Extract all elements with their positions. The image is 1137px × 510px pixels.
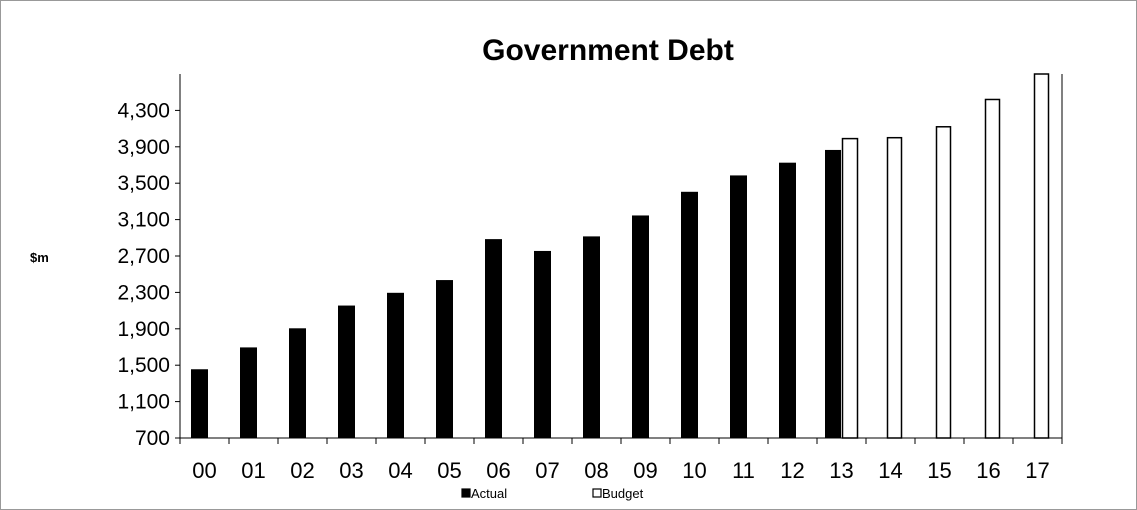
bar-actual — [730, 175, 747, 439]
bar-budget — [886, 136, 903, 439]
x-tick-label: 00 — [192, 458, 216, 483]
x-tick-label: 10 — [682, 458, 706, 483]
bar-budget — [984, 98, 1001, 439]
legend-label: Budget — [602, 486, 644, 501]
x-tick-label: 01 — [241, 458, 265, 483]
y-tick-label: 3,900 — [117, 136, 170, 159]
y-tick-label: 1,500 — [117, 354, 170, 377]
x-tick-label: 02 — [290, 458, 314, 483]
bar-actual — [825, 149, 841, 439]
y-axis-label: $m — [30, 250, 49, 265]
x-tick-label: 07 — [535, 458, 559, 483]
legend-label: Actual — [471, 486, 507, 501]
bar-actual — [632, 215, 649, 439]
x-tick-label: 14 — [878, 458, 902, 483]
bar-actual — [338, 305, 355, 439]
bar-actual — [534, 250, 551, 439]
legend: Actual Budget — [461, 486, 644, 501]
x-tick-label: 13 — [829, 458, 853, 483]
bar-budget — [841, 137, 859, 439]
bar-actual — [387, 292, 404, 439]
y-tick-label: 700 — [135, 427, 170, 450]
chart-title: Government Debt — [482, 34, 734, 67]
bar-actual — [779, 162, 796, 439]
x-tick-label: 15 — [927, 458, 951, 483]
bar-actual — [436, 280, 453, 439]
x-tick-label: 16 — [976, 458, 1000, 483]
y-tick-label: 3,500 — [117, 172, 170, 195]
y-tick-label: 3,100 — [117, 209, 170, 232]
x-tick-label: 08 — [584, 458, 608, 483]
legend-swatch — [461, 488, 471, 498]
x-tick-label: 04 — [388, 458, 412, 483]
x-tick-label: 09 — [633, 458, 657, 483]
y-tick-label: 2,700 — [117, 245, 170, 268]
x-tick-label: 05 — [437, 458, 461, 483]
y-tick-label: 1,100 — [117, 391, 170, 414]
x-tick-label: 17 — [1025, 458, 1049, 483]
bar-actual — [681, 191, 698, 439]
bar-actual — [485, 239, 502, 439]
y-tick-label: 2,300 — [117, 281, 170, 304]
x-tick-label: 11 — [732, 458, 755, 483]
x-tick-label: 06 — [486, 458, 510, 483]
bar-budget — [935, 126, 952, 439]
legend-swatch — [592, 488, 602, 498]
x-tick-label: 12 — [780, 458, 804, 483]
y-tick-label: 1,900 — [117, 318, 170, 341]
x-tick-label: 03 — [339, 458, 363, 483]
bar-actual — [240, 347, 257, 439]
bar-budget — [1033, 73, 1050, 439]
bar-actual — [191, 369, 208, 439]
y-tick-label: 4,300 — [117, 99, 170, 122]
bar-actual — [583, 236, 600, 439]
plot-area: 700 1,100 1,500 1,900 2,300 2,700 3,100 3,500 3,… — [117, 73, 1063, 483]
bar-actual — [289, 328, 306, 439]
